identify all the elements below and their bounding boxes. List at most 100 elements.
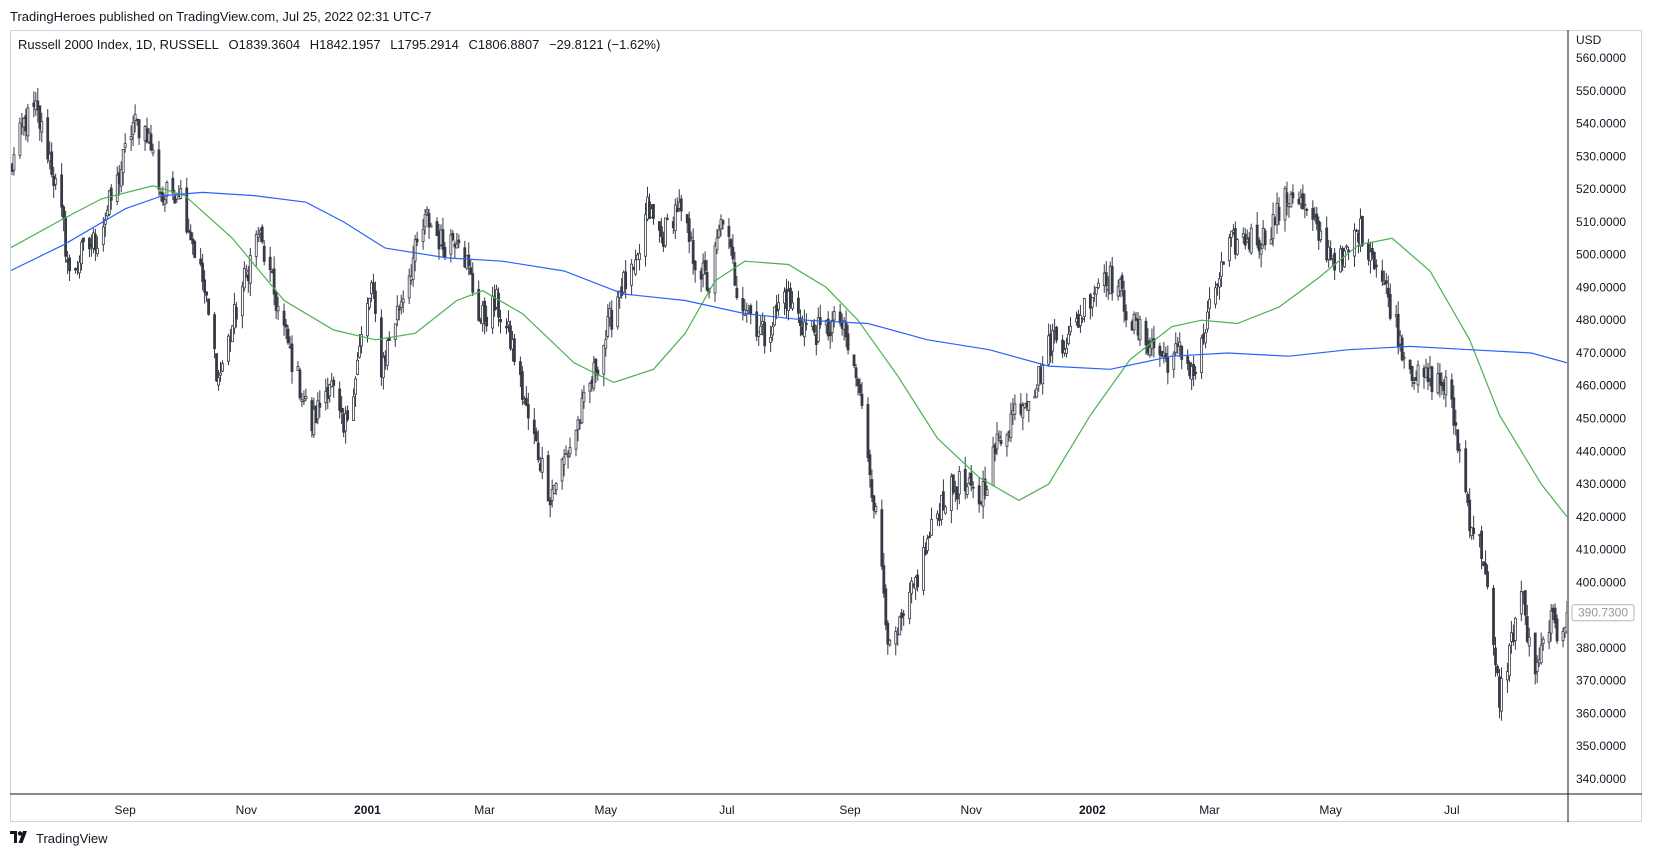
- candle: [1249, 223, 1253, 255]
- candle: [80, 239, 83, 271]
- plot-area[interactable]: [9, 87, 1568, 721]
- candle: [1319, 221, 1323, 243]
- candle: [687, 211, 691, 254]
- price-axis[interactable]: USD 340.0000 350.0000 360.0000 370.0000 380.…: [1576, 33, 1626, 786]
- candle: [874, 503, 878, 515]
- candle: [1079, 305, 1082, 334]
- candle: [1430, 365, 1434, 401]
- candle: [1555, 614, 1559, 644]
- candle: [78, 255, 81, 279]
- candle: [1458, 443, 1462, 463]
- candle: [594, 358, 598, 383]
- candle: [999, 430, 1003, 447]
- candle: [451, 230, 455, 242]
- candle: [1186, 349, 1190, 371]
- candle: [395, 295, 399, 327]
- candle: [1083, 297, 1086, 323]
- candle: [352, 388, 355, 422]
- candle: [1444, 370, 1448, 408]
- candle: [54, 173, 58, 190]
- candle: [1315, 206, 1319, 231]
- candle: [1090, 297, 1094, 317]
- candle: [1152, 325, 1156, 358]
- candle: [282, 303, 286, 336]
- candle: [689, 231, 693, 241]
- candle: [161, 186, 165, 206]
- candle: [1541, 636, 1545, 651]
- candle: [231, 325, 234, 343]
- candle: [1285, 181, 1289, 216]
- time-tick-9: Mar: [1199, 803, 1220, 817]
- candle: [1067, 325, 1070, 346]
- candle: [1301, 184, 1305, 211]
- candle: [616, 290, 620, 330]
- candle: [1094, 287, 1098, 307]
- candle: [604, 330, 608, 357]
- candle: [372, 273, 375, 299]
- price-tick-21: 550.0000: [1576, 84, 1626, 98]
- candle: [1005, 432, 1009, 457]
- candle: [1269, 227, 1273, 245]
- candle: [1553, 603, 1557, 629]
- candle: [219, 361, 222, 382]
- candle: [916, 569, 919, 592]
- time-tick-7: Nov: [961, 803, 982, 817]
- candle: [415, 231, 419, 247]
- candle: [316, 392, 320, 425]
- candle: [852, 354, 856, 369]
- candle: [441, 217, 445, 258]
- candle: [560, 457, 564, 490]
- time-tick-3: Mar: [474, 803, 495, 817]
- candle: [526, 392, 530, 431]
- candle: [568, 437, 572, 458]
- candle: [564, 445, 568, 456]
- moving-average-line-0: [11, 185, 1567, 518]
- candle: [133, 104, 137, 133]
- candle: [658, 221, 661, 243]
- candle: [387, 331, 391, 342]
- candle: [276, 296, 280, 320]
- candle: [193, 239, 197, 259]
- candle: [846, 324, 850, 355]
- candle: [644, 202, 647, 267]
- price-tick-2: 360.0000: [1576, 706, 1626, 720]
- candle: [360, 326, 363, 354]
- candle: [497, 287, 500, 327]
- candle: [985, 485, 989, 496]
- candle: [745, 302, 749, 323]
- time-axis[interactable]: Sep Nov 2001 Mar May Jul Sep Nov 2002 Mar May Jul: [115, 803, 1460, 817]
- footer-brand-label[interactable]: TradingView: [36, 831, 108, 846]
- candle: [1412, 377, 1416, 390]
- candle: [290, 335, 294, 384]
- candle: [115, 166, 119, 206]
- candle: [771, 321, 775, 342]
- candle: [513, 333, 516, 366]
- candle: [1166, 345, 1170, 385]
- candle: [1408, 359, 1412, 374]
- candle: [1277, 197, 1281, 225]
- candle: [242, 261, 246, 292]
- price-tick-0: 340.0000: [1576, 772, 1626, 786]
- candle: [610, 300, 614, 338]
- candle: [606, 304, 610, 339]
- candle: [1200, 335, 1203, 379]
- chart-frame: [10, 30, 1642, 822]
- candle: [38, 105, 42, 141]
- candle: [201, 253, 205, 291]
- candle: [942, 479, 945, 511]
- candle: [1178, 332, 1182, 358]
- candle: [1220, 251, 1223, 288]
- candle: [866, 397, 870, 462]
- candle: [12, 146, 16, 176]
- candle: [1065, 337, 1068, 358]
- candle: [1263, 228, 1267, 251]
- tradingview-logo-icon[interactable]: [10, 831, 30, 846]
- candle: [46, 109, 50, 164]
- candle: [922, 535, 925, 596]
- symbol-name[interactable]: Russell 2000 Index, 1D, RUSSELL: [18, 37, 219, 52]
- candle: [1180, 344, 1184, 370]
- candle: [1492, 585, 1495, 656]
- candle: [1021, 402, 1025, 431]
- price-tick-4: 380.0000: [1576, 641, 1626, 655]
